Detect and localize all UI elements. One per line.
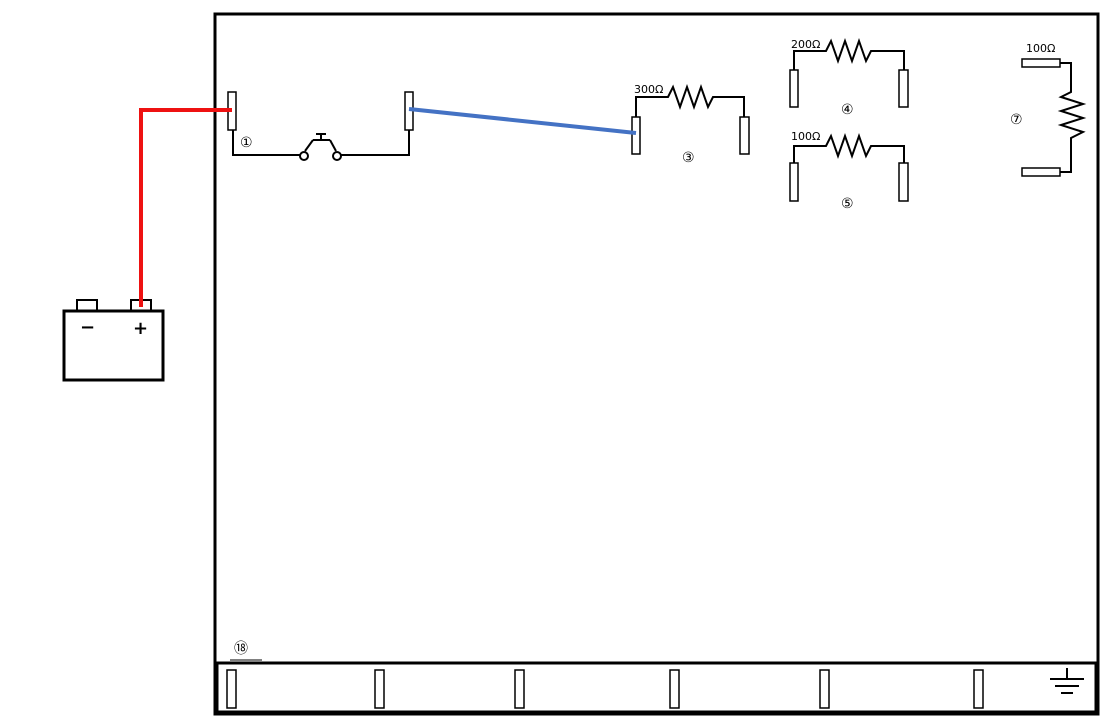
bus-terminal-1[interactable]: [226, 669, 237, 709]
resistor-4-symbol: [793, 37, 905, 70]
battery-plus-label: +: [133, 318, 148, 339]
resistor-5-symbol: [793, 132, 905, 163]
push-switch-icon: [232, 130, 410, 161]
resistor-3-symbol: [635, 83, 745, 117]
bus-id-label: ⑱: [234, 641, 248, 657]
resistor-3-component: 300Ω ③: [631, 83, 750, 166]
resistor-7-terminal-bottom[interactable]: [1021, 167, 1061, 177]
resistor-5-component: 100Ω ⑤: [789, 130, 909, 212]
resistor-4-terminal-left[interactable]: [789, 69, 799, 108]
bus-terminal-2[interactable]: [374, 669, 385, 709]
resistor-3-value-label: 300Ω: [634, 83, 663, 96]
resistor-4-id-label: ④: [841, 102, 854, 118]
resistor-7-symbol: [1057, 62, 1087, 173]
resistor-5-terminal-left[interactable]: [789, 162, 799, 202]
battery-plus-to-switch-wire[interactable]: [139, 108, 232, 307]
circuit-board-panel: [213, 12, 1100, 716]
bus-strip-frame: [215, 661, 1098, 714]
ground-icon: [1050, 668, 1084, 694]
switch-to-resistor3-wire[interactable]: [408, 107, 637, 135]
bus-terminal-4[interactable]: [669, 669, 680, 709]
resistor-4-value-label: 200Ω: [791, 38, 820, 51]
resistor-5-id-label: ⑤: [841, 196, 854, 212]
resistor-7-id-label: ⑦: [1010, 112, 1023, 128]
resistor-3-id-label: ③: [682, 150, 695, 166]
battery-body: [62, 309, 165, 382]
switch-id-label: ①: [240, 135, 253, 151]
resistor-7-terminal-top[interactable]: [1021, 58, 1061, 68]
battery-component: − +: [62, 299, 165, 382]
bus-terminal-5[interactable]: [819, 669, 830, 709]
battery-minus-label: −: [80, 317, 95, 338]
resistor-7-value-label: 100Ω: [1026, 42, 1055, 55]
resistor-7-component: 100Ω ⑦: [1010, 42, 1087, 177]
ground-bus-strip: ⑱: [215, 641, 1098, 714]
resistor-5-value-label: 100Ω: [791, 130, 820, 143]
resistor-3-terminal-left[interactable]: [631, 116, 641, 155]
bus-terminal-6[interactable]: [973, 669, 984, 709]
resistor-4-component: 200Ω ④: [789, 37, 909, 118]
resistor-3-terminal-right[interactable]: [739, 116, 750, 155]
resistor-4-terminal-right[interactable]: [898, 69, 909, 108]
resistor-5-terminal-right[interactable]: [898, 162, 909, 202]
bus-terminal-3[interactable]: [514, 669, 525, 709]
